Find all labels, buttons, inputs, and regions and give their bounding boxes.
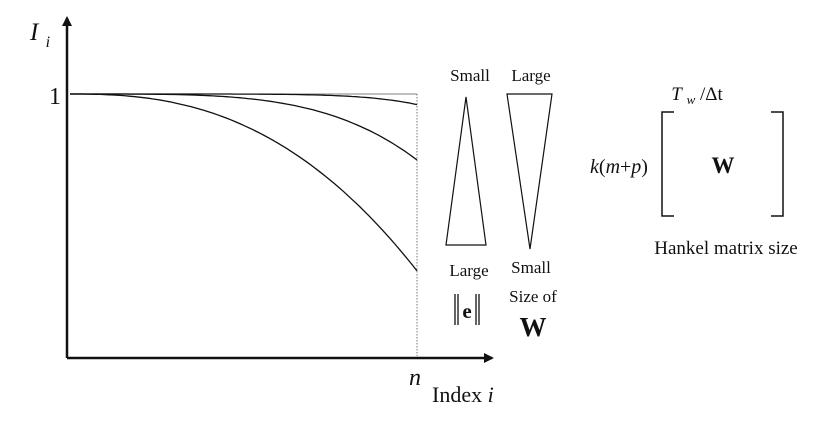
decay-curves bbox=[70, 93, 418, 272]
x-axis-label-text: Index bbox=[432, 382, 488, 407]
x-axis-label: Index i bbox=[432, 382, 494, 407]
decay-curve-2 bbox=[70, 93, 418, 161]
y-tick-label: 1 bbox=[49, 84, 61, 110]
error-norm-symbol: e bbox=[454, 294, 480, 325]
y-axis-label-main: I bbox=[29, 19, 40, 46]
error-top-label: Small bbox=[450, 66, 490, 85]
hankel-matrix: W bbox=[661, 111, 784, 217]
hankel-caption: Hankel matrix size bbox=[654, 238, 798, 259]
hankel-row-m: m bbox=[606, 156, 620, 178]
window-bottom-label: Small bbox=[511, 258, 551, 277]
hankel-row-suffix: ) bbox=[641, 156, 648, 178]
window-top-label: Large bbox=[511, 66, 550, 85]
hankel-column-rest: /Δt bbox=[700, 84, 723, 105]
error-norm-letter: e bbox=[462, 299, 471, 323]
x-axis-label-var: i bbox=[488, 382, 494, 407]
right-bracket bbox=[771, 111, 784, 217]
hankel-row-k: k bbox=[590, 156, 600, 178]
hankel-matrix-symbol: W bbox=[712, 153, 735, 178]
error-triangle bbox=[445, 96, 487, 246]
error-bottom-label: Large bbox=[449, 261, 488, 280]
left-bracket bbox=[661, 111, 674, 217]
y-axis-label-sub: i bbox=[46, 34, 50, 51]
hankel-row-prefix: ( bbox=[599, 156, 606, 178]
hankel-column-sub: w bbox=[687, 92, 696, 107]
y-axis-label: I i bbox=[29, 19, 50, 51]
hankel-row-plus: + bbox=[620, 156, 631, 178]
hankel-column-var: T bbox=[671, 84, 683, 105]
hankel-row-label: k(m+p) bbox=[590, 156, 648, 178]
hankel-row-p: p bbox=[629, 156, 641, 178]
x-tick-label: n bbox=[409, 365, 421, 391]
decay-curve-3 bbox=[70, 93, 418, 272]
window-triangle bbox=[506, 93, 553, 250]
window-size-text: Size of bbox=[509, 287, 557, 306]
window-size-symbol: W bbox=[520, 312, 547, 342]
hankel-column-label: T w /Δt bbox=[671, 84, 723, 109]
